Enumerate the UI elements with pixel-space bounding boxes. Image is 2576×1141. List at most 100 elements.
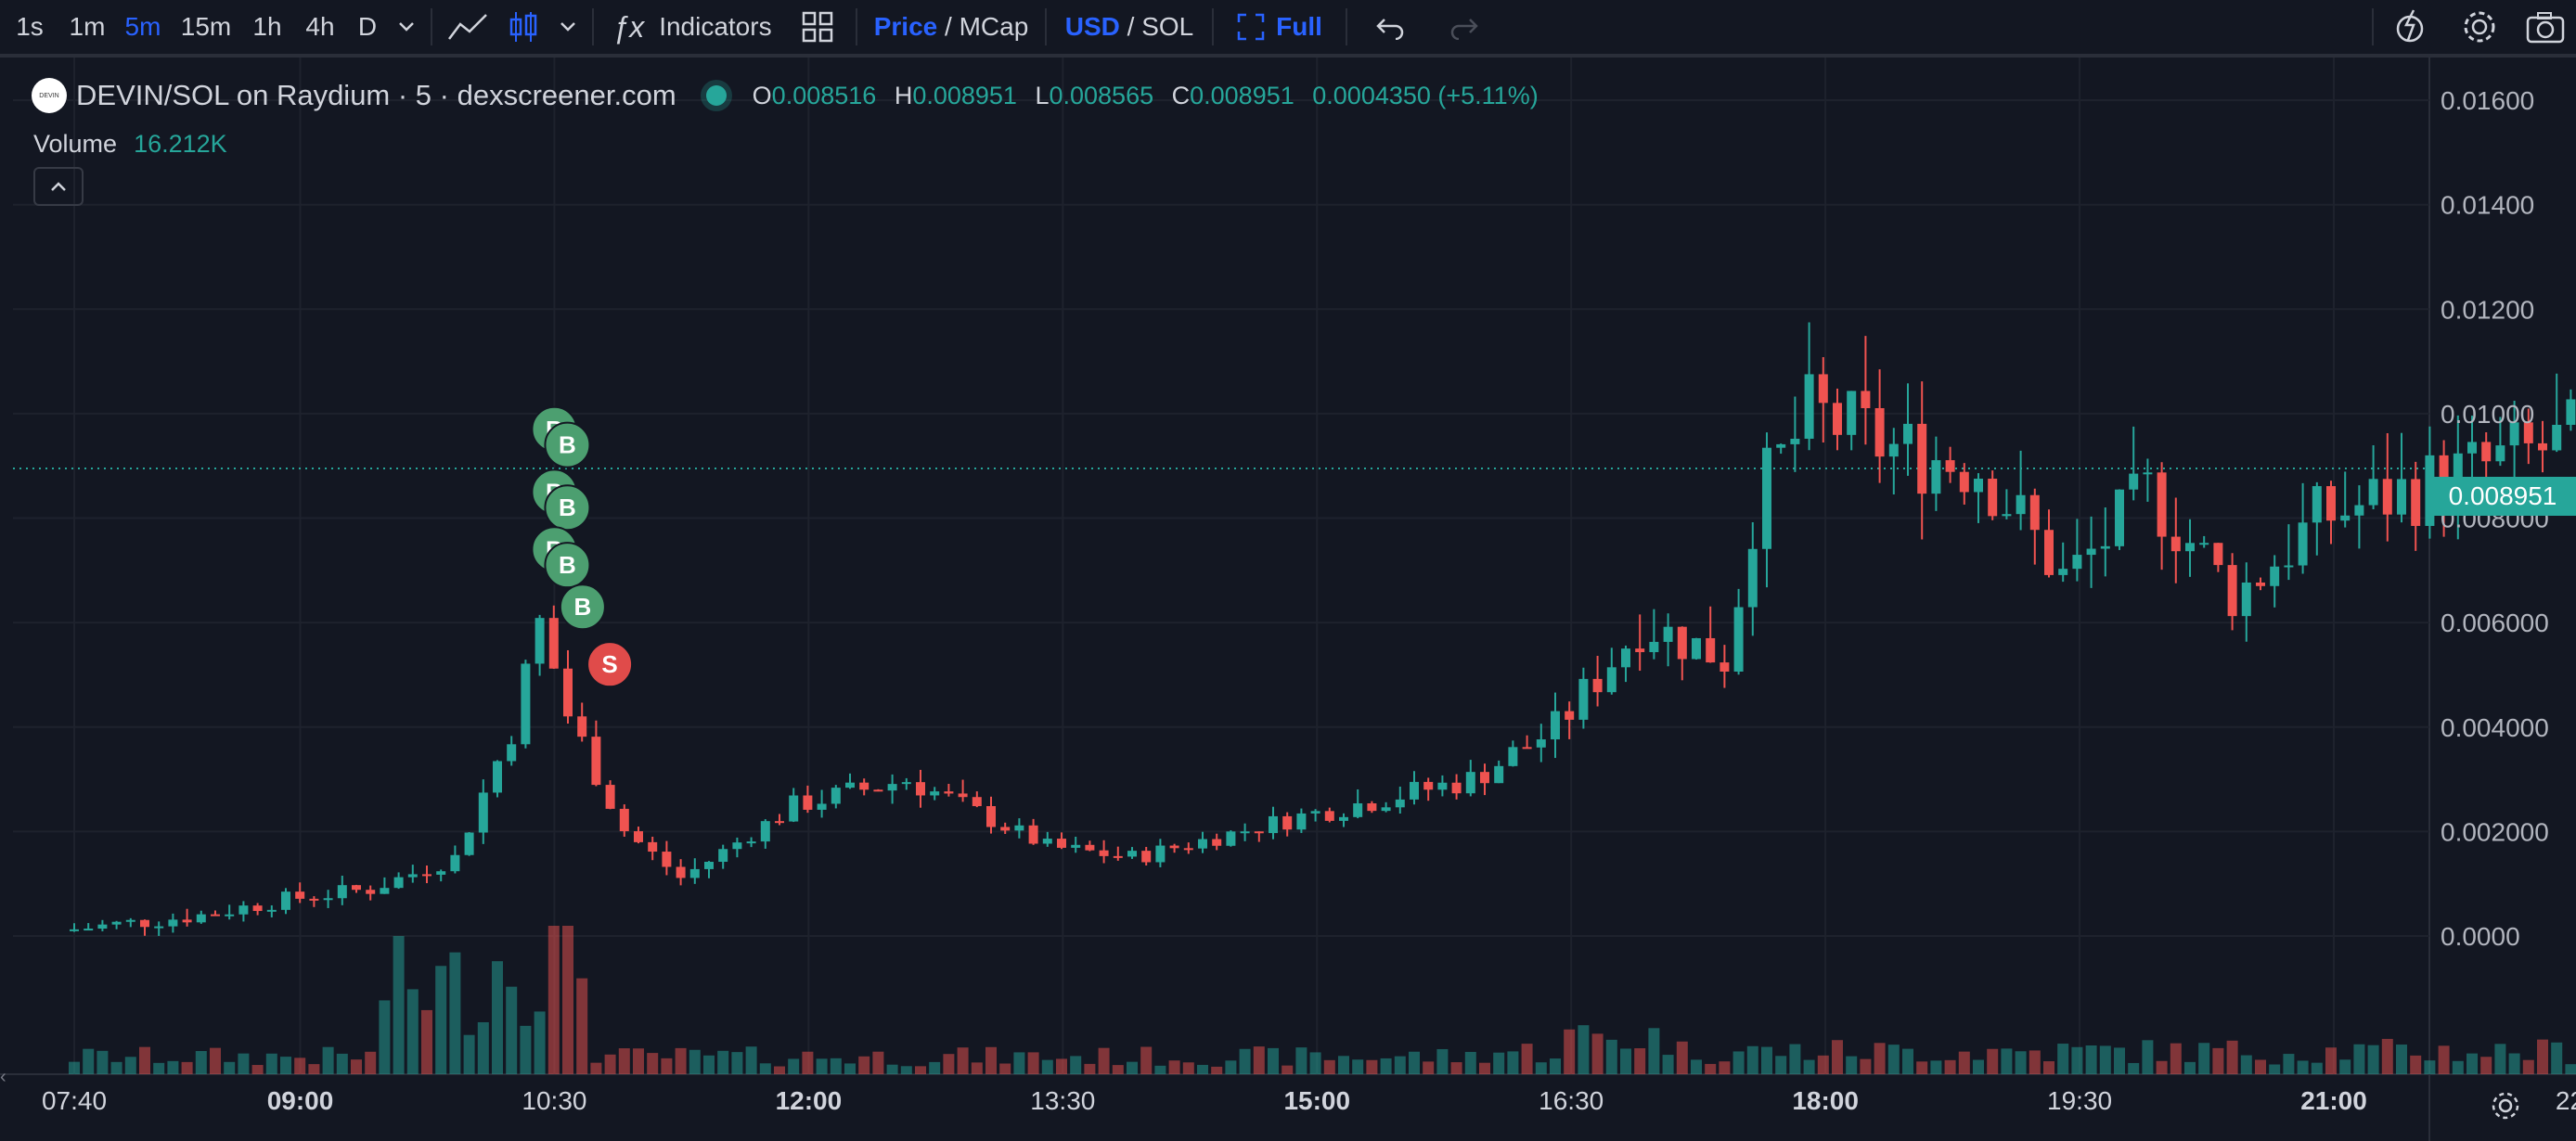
- interval-15m[interactable]: 15m: [180, 12, 232, 41]
- volume-bar: [1775, 1056, 1787, 1074]
- candle-body: [1269, 815, 1278, 834]
- volume-bar: [943, 1054, 955, 1074]
- volume-bar: [1916, 1061, 1928, 1074]
- marker-circle: [586, 641, 634, 688]
- candle-body: [211, 914, 220, 917]
- candle-body: [2072, 555, 2082, 570]
- volume-bar: [294, 1058, 306, 1074]
- price-chart[interactable]: BBBBBBBS 0.016000.014000.012000.010000.0…: [0, 58, 2576, 1141]
- candle-body: [2495, 445, 2505, 462]
- interval-1m[interactable]: 1m: [69, 12, 106, 41]
- volume-bar: [1676, 1041, 1688, 1074]
- buy-marker[interactable]: B: [544, 542, 591, 589]
- volume-bar: [1578, 1025, 1590, 1074]
- chevron-down-icon[interactable]: [388, 0, 425, 56]
- candle-body: [2411, 479, 2421, 526]
- low-label: L: [1035, 81, 1050, 109]
- interval-1s[interactable]: 1s: [16, 12, 44, 41]
- time-tick-label: 21:00: [2300, 1086, 2367, 1115]
- volume-bar: [788, 1058, 800, 1074]
- volume-bar: [506, 986, 518, 1074]
- collapse-legend-button[interactable]: [33, 167, 84, 206]
- volume-bar: [167, 1060, 179, 1074]
- volume-bar: [2396, 1045, 2407, 1074]
- volume-bar: [69, 1061, 80, 1074]
- toolbar-divider: [592, 8, 594, 45]
- candle-body: [1198, 839, 1207, 849]
- chart-settings-icon[interactable]: [2489, 1089, 2522, 1127]
- indicators-button[interactable]: ƒx Indicators: [599, 0, 785, 56]
- candle-body: [1014, 825, 1024, 831]
- volume-bar: [492, 961, 503, 1074]
- candle-body: [732, 842, 742, 850]
- volume-bar: [844, 1063, 856, 1074]
- scroll-left-icon[interactable]: ‹: [0, 1067, 6, 1087]
- line-chart-icon[interactable]: [438, 0, 497, 56]
- volume-bar: [576, 978, 588, 1074]
- volume-bar: [985, 1046, 997, 1074]
- candles-icon[interactable]: [497, 0, 549, 56]
- camera-icon[interactable]: [2515, 0, 2576, 56]
- sell-marker[interactable]: S: [586, 641, 634, 688]
- time-tick-label: 07:40: [42, 1086, 107, 1115]
- candle-body: [1621, 648, 1630, 668]
- undo-icon[interactable]: [1353, 0, 1427, 56]
- volume-bar: [1550, 1058, 1561, 1074]
- volume-bar: [1239, 1048, 1251, 1074]
- interval-5m[interactable]: 5m: [124, 12, 161, 41]
- volume-bar: [2339, 1059, 2351, 1074]
- volume-bar: [1803, 1059, 1815, 1074]
- price-mcap-toggle[interactable]: Price / MCap: [863, 0, 1039, 56]
- volume-bar: [224, 1061, 236, 1074]
- volume-bar: [2128, 1062, 2140, 1074]
- volume-bar: [2353, 1044, 2365, 1074]
- buy-marker[interactable]: B: [559, 583, 606, 631]
- volume-bar: [1013, 1052, 1025, 1074]
- candle-body: [1847, 391, 1857, 435]
- redo-icon[interactable]: [1427, 0, 1501, 56]
- volume-bar: [322, 1046, 334, 1074]
- volume-bar: [308, 1064, 320, 1074]
- chevron-down-icon[interactable]: [549, 0, 586, 56]
- usd-sol-toggle[interactable]: USD / SOL: [1052, 0, 1206, 56]
- time-tick-label: 13:30: [1030, 1086, 1095, 1115]
- lightning-icon[interactable]: [2379, 0, 2444, 56]
- candle-body: [2100, 545, 2110, 549]
- time-tick-label: 12:00: [776, 1086, 843, 1115]
- interval-d[interactable]: D: [357, 12, 378, 41]
- marker-label: B: [559, 551, 576, 579]
- buy-marker[interactable]: B: [544, 484, 591, 532]
- pair-title[interactable]: DEVIN/SOL on Raydium · 5 · dexscreener.c…: [76, 79, 676, 111]
- volume-bar: [618, 1048, 630, 1074]
- volume-bar: [1140, 1046, 1153, 1074]
- volume-bar: [97, 1050, 109, 1074]
- fullscreen-button[interactable]: Full: [1219, 0, 1340, 56]
- volume-bar: [2198, 1043, 2210, 1074]
- price-tick-label: 0.0000: [2441, 922, 2520, 951]
- candle-body: [1310, 811, 1320, 814]
- volume-bar: [2551, 1042, 2563, 1074]
- candle-body: [718, 849, 728, 863]
- candle-body: [1874, 408, 1885, 457]
- sol-option: / SOL: [1127, 12, 1194, 41]
- candle-body: [2312, 486, 2322, 523]
- buy-marker[interactable]: B: [544, 421, 591, 468]
- function-icon: ƒx: [612, 9, 645, 44]
- candle-body: [1141, 851, 1152, 863]
- gear-icon[interactable]: [2444, 0, 2515, 56]
- candle-body: [817, 803, 827, 810]
- status-dot: [705, 85, 727, 106]
- volume-bar: [1958, 1051, 1970, 1074]
- interval-4h[interactable]: 4h: [305, 12, 335, 41]
- candle-body: [1692, 637, 1701, 660]
- candle-body: [1169, 845, 1179, 849]
- toolbar-divider: [1346, 8, 1347, 45]
- volume-bar: [1846, 1056, 1858, 1074]
- grid-icon[interactable]: [785, 0, 850, 56]
- candle-body: [1240, 831, 1250, 834]
- interval-1h[interactable]: 1h: [252, 12, 282, 41]
- candle-body: [1071, 844, 1081, 848]
- toolbar-divider: [1045, 8, 1047, 45]
- volume-bar: [2057, 1044, 2069, 1074]
- candle-body: [1551, 711, 1560, 740]
